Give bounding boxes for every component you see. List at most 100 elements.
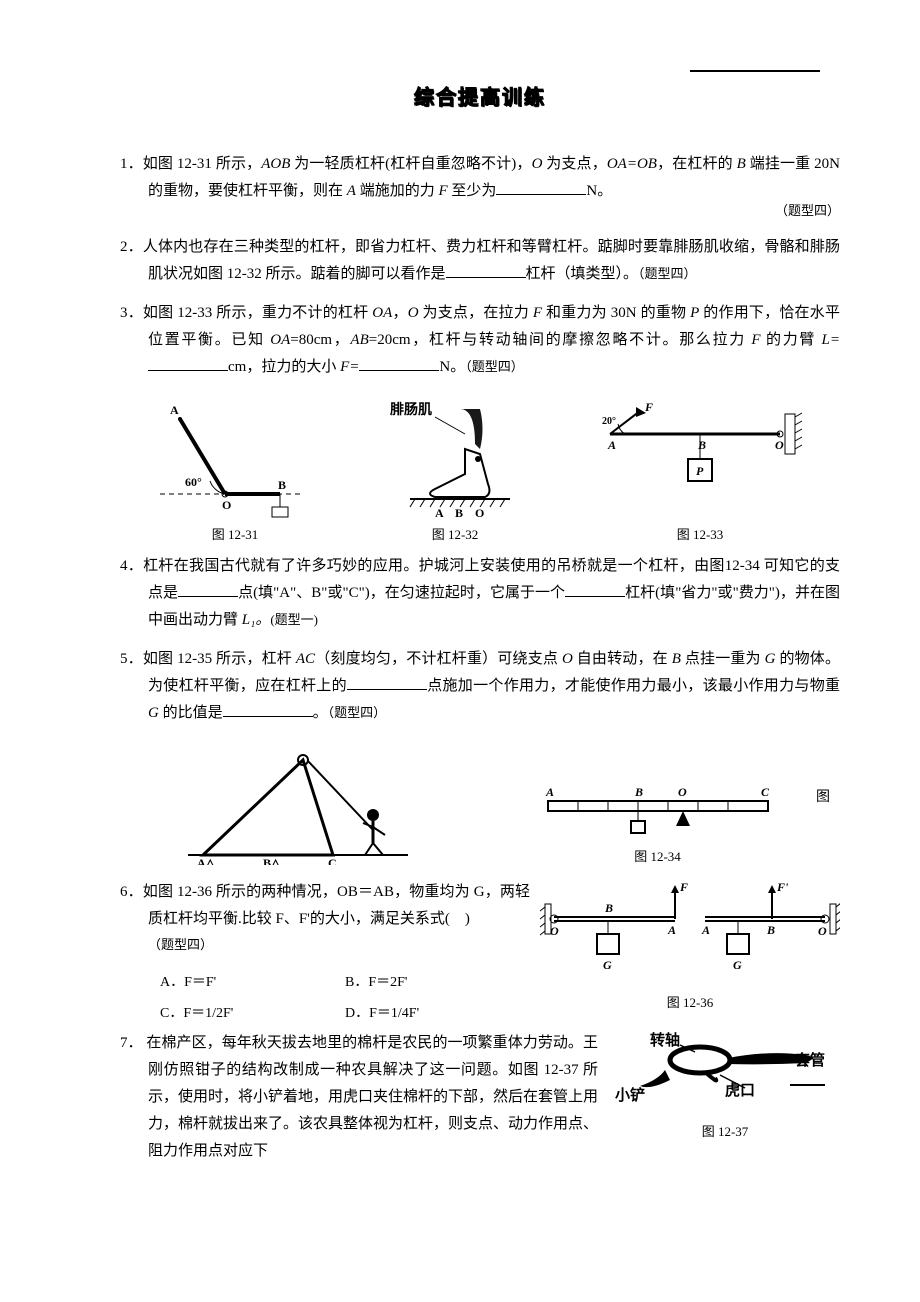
svg-text:O: O: [475, 506, 484, 519]
figure-12-35: A B O C 图 12-34: [528, 771, 788, 868]
fig33-svg: F 20° A P B O: [590, 399, 810, 519]
q3-f: F: [533, 305, 542, 321]
q5-g: G: [765, 651, 776, 667]
q3-d: 和重力为 30N 的重物: [542, 305, 690, 321]
page-header: 综合提高训练: [120, 80, 840, 116]
svg-text:转轴: 转轴: [650, 1031, 680, 1049]
svg-text:P: P: [696, 464, 704, 478]
q3-oa: OA: [372, 305, 392, 321]
fig32-svg: 腓肠肌 A B O: [380, 399, 530, 519]
q6-note: （题型四）: [148, 933, 558, 956]
svg-text:B: B: [278, 478, 286, 492]
svg-text:F': F': [776, 880, 789, 894]
q5-c: 自由转动，在: [573, 651, 672, 667]
fig35-svg: A B O C: [528, 771, 788, 841]
q3-eq2: =20cm，杠杆与转动轴间的摩擦忽略不计。那么拉力: [369, 332, 752, 348]
q1-g: 至少为: [448, 183, 497, 199]
fig32-muscle: 腓肠肌: [390, 402, 432, 418]
q2-note: （题型四）: [638, 266, 697, 281]
caption-12-33: 图 12-33: [590, 523, 810, 546]
question-1: 1．如图 12-31 所示，AOB 为一轻质杠杆(杠杆自重忽略不计)，O 为支点…: [120, 151, 840, 222]
svg-text:B: B: [604, 901, 613, 915]
figure-12-33: F 20° A P B O 图 12-33: [590, 399, 810, 546]
q6-choice-d: D．F＝1/4F': [345, 999, 530, 1030]
svg-text:O: O: [775, 438, 784, 452]
q1-c: 为支点，: [542, 156, 606, 172]
svg-text:20°: 20°: [602, 416, 616, 427]
q6-choice-a: A．F＝F': [160, 968, 345, 999]
q5-f: 点施加一个作用力，才能使作用力最小，该最小作用力与物重: [427, 678, 840, 694]
q4-note: (题型一): [270, 612, 318, 627]
q7-a: 在棉产区，每年秋天拔去地里的棉杆是农民的一项繁重体力劳动。王刚仿照钳子的结构改制…: [146, 1035, 598, 1159]
q4-b: 点(填"A"、B"或"C")，在匀速拉起时，它属于一个: [238, 585, 565, 601]
q6-choices: A．F＝F' B．F＝2F' C．F＝1/2F' D．F＝1/4F': [120, 968, 570, 1030]
caption-12-36: 图 12-36: [540, 991, 840, 1014]
svg-text:B△: B△: [263, 856, 281, 865]
q5-num: 5．: [120, 651, 143, 667]
figure-12-36: F O B A G F' A B O G: [540, 879, 840, 1014]
svg-text:A: A: [701, 923, 710, 937]
svg-text:A: A: [435, 506, 444, 519]
q3-oa2: OA: [270, 332, 290, 348]
q3-tf: 的力臂: [761, 332, 822, 348]
q3-blank1: [148, 355, 228, 371]
figure-12-31: 60° A O B G-20N 图 12-31: [150, 399, 320, 546]
svg-text:F: F: [644, 400, 653, 414]
svg-text:A: A: [667, 923, 676, 937]
q1-b: 为一轻质杠杆(杠杆自重忽略不计)，: [290, 156, 531, 172]
q4-blank2: [565, 581, 625, 597]
figure-12-37: 转轴 套管 小铲 虎口 图 12-37: [610, 1030, 840, 1143]
q3-c: 为支点，在拉力: [419, 305, 533, 321]
q5-a: 如图 12-35 所示，杠杆: [143, 651, 296, 667]
figure-12-34: A△ B△ C: [173, 745, 423, 869]
q7-num: 7．: [120, 1035, 143, 1051]
svg-text:A: A: [170, 403, 179, 417]
figure-row-1: 60° A O B G-20N 图 12-31 腓肠肌 A B: [120, 399, 840, 546]
q1-ai: A: [347, 183, 356, 199]
q3-b: ，: [392, 305, 407, 321]
q1-force: F: [438, 183, 447, 199]
svg-text:虎口: 虎口: [725, 1081, 755, 1099]
svg-text:小铲: 小铲: [615, 1086, 645, 1104]
q1-a: 如图 12-31 所示，: [143, 156, 261, 172]
q3-l: L=: [822, 332, 840, 348]
q1-unit: N。: [586, 183, 612, 199]
q3-note: （题型四）: [465, 359, 524, 374]
q1-o: O: [532, 156, 543, 172]
fig36-svg: F O B A G F' A B O G: [540, 879, 840, 979]
q3-tg: cm，拉力的大小: [228, 359, 340, 375]
question-3: 3．如图 12-33 所示，重力不计的杠杆 OA，O 为支点，在拉力 F 和重力…: [120, 300, 840, 381]
fig31-svg: 60° A O B G-20N: [150, 399, 320, 519]
q1-d: ，在杠杆的: [657, 156, 737, 172]
svg-text:O: O: [818, 924, 827, 938]
q3-p: P: [690, 305, 699, 321]
caption-12-37: 图 12-37: [610, 1120, 840, 1143]
caption-12-31: 图 12-31: [150, 523, 320, 546]
q2-blank: [446, 262, 526, 278]
q5-d: 点挂一重为: [681, 651, 765, 667]
q1-bi: B: [737, 156, 746, 172]
figure-row-2: A△ B△ C A B O C 图 12-34: [120, 745, 840, 869]
q3-f3: F=: [340, 359, 359, 375]
q1-note: （题型四）: [148, 199, 840, 222]
question-2: 2．人体内也存在三种类型的杠杆，即省力杠杆、费力杠杆和等臂杠杆。踮脚时要靠腓肠肌…: [120, 234, 840, 288]
q1-num: 1．: [120, 156, 143, 172]
q3-eq1: =80cm，: [290, 332, 350, 348]
q4-l1: L₁。: [242, 612, 271, 628]
margin-glyph: 图: [816, 785, 830, 810]
question-4: 4．杠杆在我国古代就有了许多巧妙的应用。护城河上安装使用的吊桥就是一个杠杆，由图…: [120, 553, 840, 634]
q3-num: 3．: [120, 305, 143, 321]
fig37-svg: 转轴 套管 小铲 虎口: [610, 1030, 840, 1110]
q3-f2: F: [751, 332, 760, 348]
q1-aob: AOB: [261, 156, 290, 172]
svg-text:O: O: [678, 785, 687, 799]
top-rule: [690, 70, 820, 72]
figure-12-32: 腓肠肌 A B O 图 12-32: [380, 399, 530, 546]
svg-text:B: B: [634, 785, 643, 799]
svg-text:C: C: [761, 785, 770, 799]
svg-text:O: O: [550, 924, 559, 938]
q5-h: 。: [313, 705, 328, 721]
q6-choice-b: B．F＝2F': [345, 968, 530, 999]
q6-choice-c: C．F＝1/2F': [160, 999, 345, 1030]
question-7: 7． 转轴 套管 小铲 虎口 图 12-37 在棉产区，每年秋天拔去地里的棉杆是…: [120, 1030, 840, 1165]
